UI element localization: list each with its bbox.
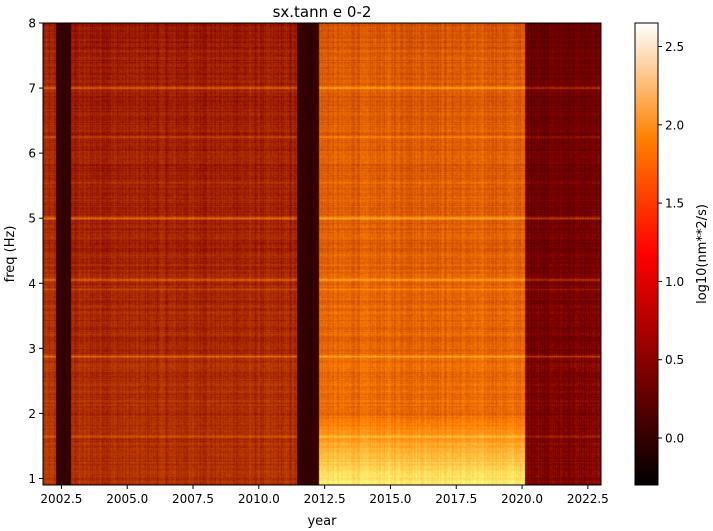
y-tick-label: 5 [28, 212, 36, 226]
colorbar-tick-label: 2.0 [665, 118, 684, 132]
colorbar-tick-label: 1.5 [665, 197, 684, 211]
x-axis-label: year [307, 514, 337, 529]
y-tick-label: 3 [28, 342, 36, 356]
y-axis: 1 2 3 4 5 6 7 8 [28, 17, 43, 486]
y-tick-label: 8 [28, 17, 36, 31]
colorbar-tick-label: 1.0 [665, 275, 684, 289]
heatmap-image [43, 23, 601, 485]
x-tick-label: 2012.5 [304, 492, 346, 506]
x-tick-label: 2007.5 [172, 492, 214, 506]
x-tick-label: 2017.5 [435, 492, 477, 506]
colorbar-label: log10(nm**2/s) [695, 204, 710, 304]
colorbar-tick-label: 2.5 [665, 40, 684, 54]
x-tick-label: 2015.0 [369, 492, 411, 506]
colorbar-tick-label: 0.5 [665, 353, 684, 367]
y-tick-label: 2 [28, 407, 36, 421]
colorbar-axis: 0.0 0.5 1.0 1.5 2.0 2.5 [658, 40, 684, 446]
y-tick-label: 4 [28, 277, 36, 291]
x-tick-label: 2010.0 [238, 492, 280, 506]
x-tick-label: 2022.5 [567, 492, 609, 506]
y-tick-label: 1 [28, 472, 36, 486]
heatmap-plot-area [43, 23, 601, 485]
colorbar-tick-label: 0.0 [665, 432, 684, 446]
x-tick-label: 2020.0 [501, 492, 543, 506]
y-tick-label: 7 [28, 82, 36, 96]
x-tick-label: 2002.5 [40, 492, 82, 506]
y-axis-label: freq (Hz) [3, 226, 18, 283]
x-tick-label: 2005.0 [106, 492, 148, 506]
colorbar [634, 22, 659, 486]
y-tick-label: 6 [28, 147, 36, 161]
plot-frame [42, 22, 602, 486]
x-axis: 2002.5 2005.0 2007.5 2010.0 2012.5 2015.0 2017… [40, 485, 609, 506]
chart-title: sx.tann e 0-2 [273, 3, 372, 21]
